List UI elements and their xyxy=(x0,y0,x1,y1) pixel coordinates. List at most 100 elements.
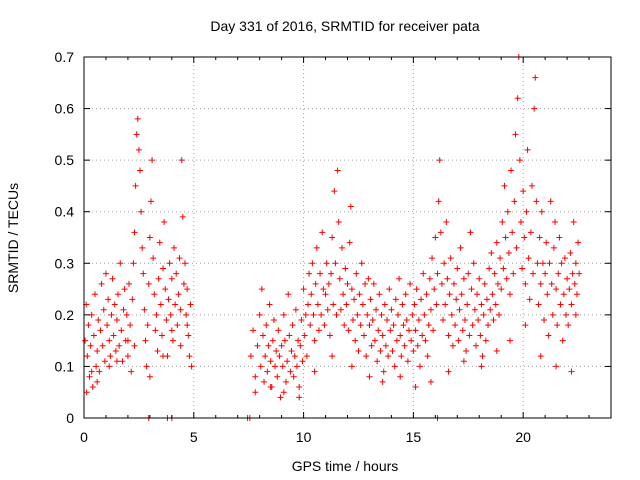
data-point xyxy=(414,342,421,349)
y-tick-label: 0.3 xyxy=(55,255,75,271)
data-point xyxy=(150,255,157,262)
data-point xyxy=(333,311,340,318)
data-point xyxy=(386,286,393,293)
data-point xyxy=(139,244,146,251)
data-point xyxy=(402,291,409,298)
data-point xyxy=(405,327,412,334)
data-point xyxy=(178,157,185,164)
data-point xyxy=(157,301,164,308)
data-point xyxy=(149,157,156,164)
data-point xyxy=(544,291,551,298)
data-point xyxy=(267,384,274,391)
data-point xyxy=(448,311,455,318)
data-point xyxy=(135,146,142,153)
data-point xyxy=(512,131,519,138)
data-point xyxy=(270,317,277,324)
data-point xyxy=(309,260,316,267)
data-point xyxy=(166,260,173,267)
y-tick-label: 0.7 xyxy=(55,49,75,65)
data-point xyxy=(492,301,499,308)
data-point xyxy=(185,332,192,339)
data-point xyxy=(119,358,126,365)
data-point xyxy=(440,317,447,324)
data-point xyxy=(147,198,154,205)
data-point xyxy=(398,353,405,360)
data-point xyxy=(436,157,443,164)
data-point xyxy=(508,167,515,174)
data-point xyxy=(493,347,500,354)
data-point xyxy=(94,347,101,354)
x-tick-label: 5 xyxy=(190,429,198,445)
y-tick-label: 0 xyxy=(66,410,74,426)
data-point xyxy=(453,296,460,303)
data-point xyxy=(450,280,457,287)
data-point xyxy=(391,363,398,370)
data-point xyxy=(287,368,294,375)
x-axis-label: GPS time / hours xyxy=(292,458,399,474)
data-point xyxy=(501,182,508,189)
data-point xyxy=(93,363,100,370)
data-point xyxy=(297,342,304,349)
data-point xyxy=(349,317,356,324)
data-point xyxy=(128,368,135,375)
data-point xyxy=(443,219,450,226)
data-point xyxy=(184,286,191,293)
data-point xyxy=(565,322,572,329)
data-point xyxy=(351,296,358,303)
data-point xyxy=(499,219,506,226)
data-point xyxy=(562,311,569,318)
data-point xyxy=(118,327,125,334)
data-point xyxy=(82,337,89,344)
data-point xyxy=(272,363,279,370)
data-point xyxy=(465,270,472,277)
data-point xyxy=(261,378,268,385)
data-point xyxy=(176,255,183,262)
data-point xyxy=(337,306,344,313)
data-point xyxy=(466,332,473,339)
data-point xyxy=(354,311,361,318)
data-point xyxy=(319,229,326,236)
data-point xyxy=(296,394,303,401)
x-tick-labels: 0 5 10 15 20 xyxy=(80,429,531,445)
data-point xyxy=(437,229,444,236)
data-point xyxy=(130,260,137,267)
data-point xyxy=(374,358,381,365)
data-point xyxy=(404,358,411,365)
data-point xyxy=(86,373,93,380)
data-point xyxy=(132,182,139,189)
axis-ticks xyxy=(83,56,611,419)
data-point xyxy=(446,291,453,298)
data-point xyxy=(84,353,91,360)
data-point xyxy=(561,255,568,262)
data-point xyxy=(175,291,182,298)
data-point xyxy=(421,311,428,318)
data-point xyxy=(136,167,143,174)
data-point xyxy=(348,286,355,293)
data-point xyxy=(367,296,374,303)
data-point xyxy=(568,301,575,308)
data-point xyxy=(345,327,352,334)
data-point xyxy=(101,358,108,365)
data-point xyxy=(468,286,475,293)
data-point xyxy=(277,394,284,401)
data-point xyxy=(379,378,386,385)
data-point xyxy=(560,291,567,298)
data-point xyxy=(124,337,131,344)
data-point xyxy=(188,363,195,370)
data-point xyxy=(307,322,314,329)
data-point xyxy=(142,337,149,344)
data-point xyxy=(285,291,292,298)
data-points xyxy=(82,54,583,421)
data-point xyxy=(258,286,265,293)
x-tick-label: 20 xyxy=(515,429,531,445)
data-point xyxy=(494,280,501,287)
data-point xyxy=(347,203,354,210)
data-point xyxy=(472,342,479,349)
data-point xyxy=(390,322,397,329)
data-point xyxy=(283,378,290,385)
data-point xyxy=(129,296,136,303)
data-point xyxy=(469,322,476,329)
data-point xyxy=(169,337,176,344)
data-point xyxy=(387,327,394,334)
data-point xyxy=(576,270,583,277)
